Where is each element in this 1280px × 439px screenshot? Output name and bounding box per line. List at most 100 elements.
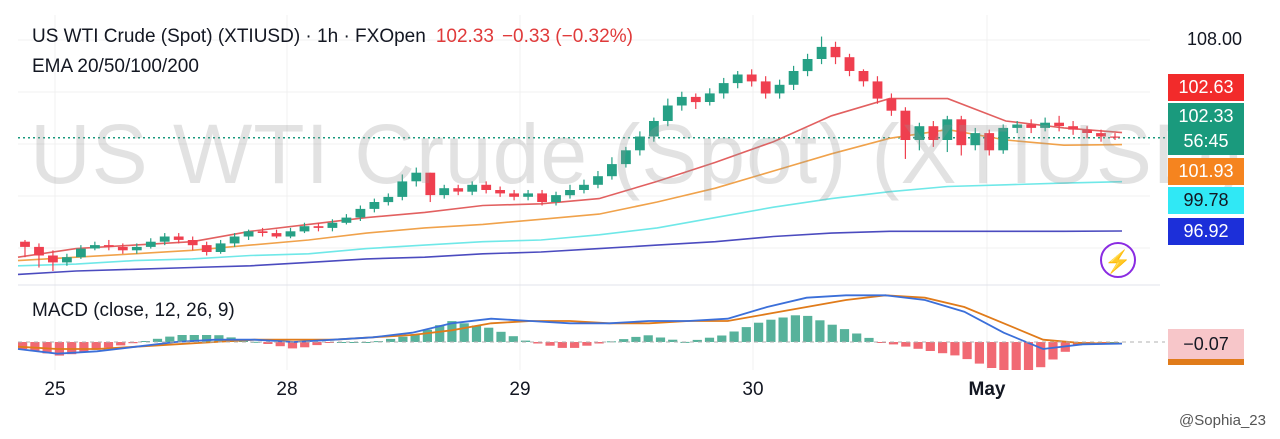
- macd-hist-bar: [410, 334, 420, 342]
- candle-body: [1096, 133, 1106, 137]
- macd-hist-bar: [1036, 342, 1046, 368]
- macd-hist-bar: [803, 315, 813, 342]
- macd-hist-bar: [435, 325, 445, 342]
- candle-body: [215, 243, 226, 252]
- candle-body: [229, 236, 240, 244]
- candle-body: [676, 96, 687, 106]
- candle-body: [802, 59, 813, 72]
- candle-body: [537, 193, 547, 202]
- candle-body: [1082, 129, 1092, 133]
- macd-hist-bar: [361, 342, 371, 343]
- candle-body: [117, 246, 128, 251]
- macd-hist-bar: [741, 327, 751, 342]
- macd-hist-bar: [447, 321, 457, 342]
- candle-body: [523, 193, 533, 197]
- candle-body: [243, 231, 254, 237]
- candle-body: [397, 181, 408, 197]
- candle-body: [1068, 126, 1078, 130]
- candle-body: [383, 196, 394, 203]
- macd-hist-bar: [913, 342, 923, 349]
- macd-hist-bar: [484, 327, 494, 342]
- macd-hist-bar: [214, 335, 224, 342]
- macd-hist-bar: [300, 342, 310, 348]
- macd-hist-bar: [140, 341, 150, 342]
- candle-body: [90, 245, 100, 249]
- ema-indicator-label[interactable]: EMA 20/50/100/200: [32, 56, 199, 77]
- macd-hist-bar: [974, 342, 984, 364]
- macd-hist-bar: [754, 322, 764, 342]
- macd-hist-bar: [398, 336, 408, 342]
- ema20-badge: 102.63: [1168, 74, 1244, 101]
- candle-body: [145, 241, 156, 247]
- candle-body: [886, 98, 897, 111]
- candle-body: [411, 172, 422, 182]
- macd-hist-bar: [619, 339, 629, 342]
- symbol-title[interactable]: US WTI Crude (Spot) (XTIUSD) · 1h · FXOp…: [32, 26, 426, 47]
- macd-hist-bar: [91, 342, 101, 350]
- macd-hist-bar: [570, 342, 580, 348]
- candle-body: [579, 184, 589, 190]
- macd-hist-bar: [128, 342, 138, 344]
- macd-hist-bar: [202, 335, 212, 342]
- candle-body: [271, 233, 282, 237]
- macd-hist-bar: [177, 335, 187, 342]
- ema-line: [17, 180, 1123, 267]
- macd-hist-bar: [827, 324, 837, 342]
- macd-hist-bar: [655, 337, 666, 342]
- candle-body: [1110, 136, 1120, 138]
- candle-body: [760, 81, 771, 94]
- macd-hist-bar: [471, 325, 482, 342]
- candle-body: [551, 195, 561, 202]
- macd-hist-bar: [251, 341, 261, 343]
- ema200-badge: 96.92: [1168, 218, 1244, 245]
- macd-hist-bar: [704, 337, 715, 342]
- macd-hist-bar: [778, 317, 788, 342]
- candle-body: [900, 110, 911, 140]
- macd-hist-bar: [275, 342, 285, 347]
- candle-body: [285, 231, 296, 237]
- candle-body: [704, 93, 715, 102]
- macd-hist-bar: [508, 336, 518, 342]
- candle-body: [257, 231, 268, 233]
- price-change: −0.33 (−0.32%): [501, 26, 633, 47]
- candle-body: [746, 74, 757, 82]
- candle-body: [914, 126, 925, 140]
- candle-body: [718, 83, 729, 94]
- macd-hist-bar: [582, 342, 592, 346]
- macd-hist-bar: [312, 342, 322, 346]
- macd-hist-bar: [1048, 342, 1058, 360]
- candle-body: [62, 257, 72, 263]
- macd-hist-bar: [557, 342, 567, 348]
- macd-hist-bar: [189, 335, 199, 342]
- candle-body: [201, 245, 212, 252]
- author-credit: @Sophia_23: [1179, 412, 1266, 429]
- candle-body: [173, 236, 184, 240]
- macd-hist-bar: [815, 320, 825, 342]
- macd-hist-bar: [876, 342, 886, 343]
- candle-body: [942, 119, 953, 140]
- chart-header: US WTI Crude (Spot) (XTIUSD) · 1h · FXOp…: [32, 26, 633, 48]
- macd-hist-bar: [950, 342, 960, 356]
- candle-body: [593, 176, 603, 185]
- macd-indicator-label[interactable]: MACD (close, 12, 26, 9): [32, 300, 235, 321]
- macd-hist-bar: [287, 342, 298, 349]
- macd-hist-bar: [459, 323, 469, 342]
- countdown-badge: 56:45: [1168, 128, 1244, 155]
- macd-hist-bar: [901, 342, 911, 347]
- candle-body: [928, 126, 939, 140]
- candle-body: [1040, 122, 1050, 128]
- macd-hist-bar: [643, 335, 653, 342]
- lightning-icon[interactable]: ⚡: [1100, 242, 1136, 278]
- candle-body: [495, 190, 505, 194]
- x-tick-label: 25: [44, 379, 66, 400]
- candle-body: [774, 84, 785, 94]
- candle-body: [830, 46, 841, 58]
- candle-body: [690, 96, 701, 103]
- candle-body: [970, 133, 981, 146]
- candle-body: [159, 236, 170, 242]
- macd-hist-bar: [668, 339, 678, 342]
- ema50-badge: 101.93: [1168, 158, 1244, 185]
- macd-hist-bar: [852, 333, 862, 342]
- macd-hist-bar: [962, 342, 972, 360]
- price-axis-label: 108.00: [1186, 29, 1242, 49]
